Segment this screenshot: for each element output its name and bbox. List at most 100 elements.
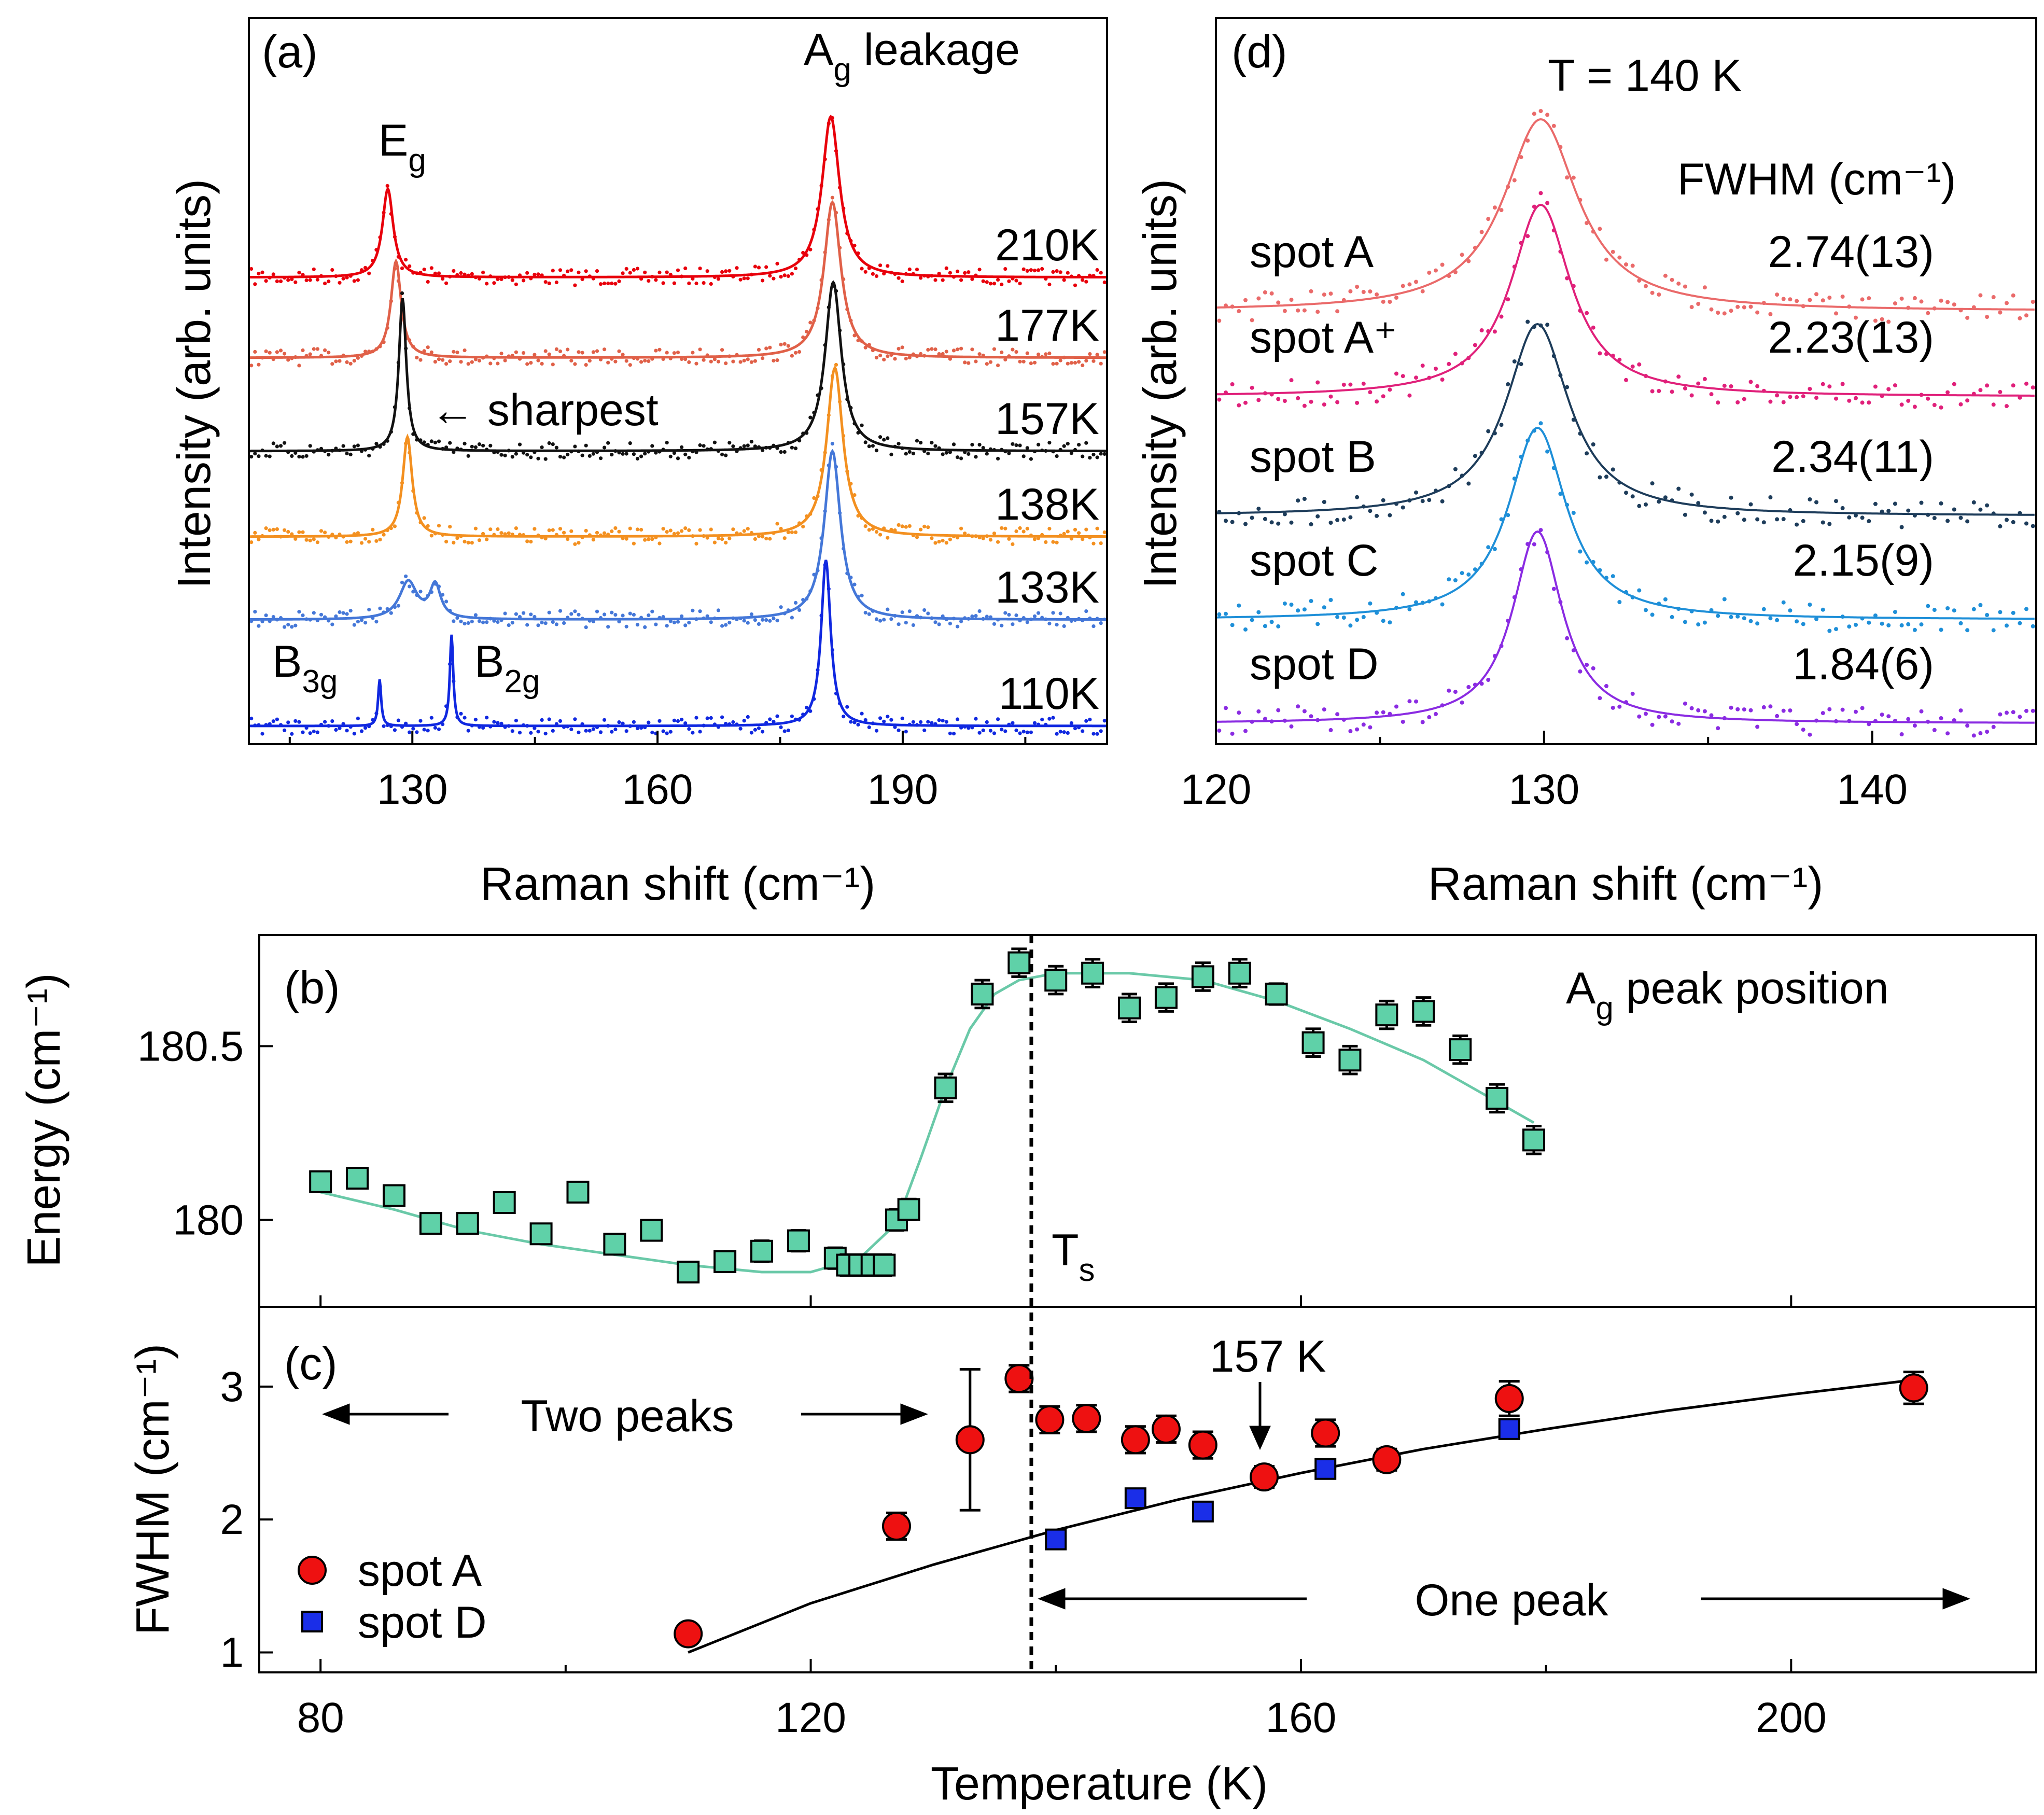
spot-spectrum-2: spot B 2.34(11) (1215, 319, 2035, 529)
spectrum-point (533, 353, 537, 357)
spectrum-point (665, 270, 669, 274)
spot-point (1558, 492, 1563, 496)
spot-point (1755, 517, 1760, 522)
spectrum-point (705, 716, 709, 720)
spectrum-point (1032, 721, 1037, 725)
spectrum-point (712, 357, 717, 361)
spot-point (1886, 509, 1891, 513)
spot-point (1932, 403, 1937, 407)
spectrum-point (628, 441, 632, 445)
spectrum-point (271, 527, 275, 532)
spot-label: spot D (1250, 639, 1379, 689)
arrow-157k-head (1249, 1426, 1271, 1450)
spectrum-point (1003, 526, 1007, 530)
spot-point (1460, 571, 1464, 576)
spectrum-point (907, 267, 912, 272)
spectrum-point (772, 617, 776, 621)
spot-point (1755, 310, 1760, 315)
spectrum-point (477, 358, 482, 363)
spot-point (1978, 603, 1983, 607)
spectrum-point (249, 540, 254, 544)
spectrum-point (551, 620, 555, 624)
spectrum-point (492, 720, 496, 724)
spectrum-point (1051, 611, 1055, 615)
spot-spectrum-4: spot D 1.84(6) (1215, 528, 2035, 738)
spectrum-point (293, 623, 298, 627)
spectrum-point (985, 452, 989, 456)
spectrum-point (948, 271, 952, 275)
spot-point (1978, 388, 1983, 393)
spectrum-point (1029, 457, 1033, 461)
spot-point (1355, 400, 1360, 405)
spectrum-point (768, 537, 772, 541)
ag-leakage-rest: leakage (851, 25, 1020, 75)
spectrum-point (746, 621, 750, 625)
fwhm-value: 2.74(13) (1768, 227, 1934, 277)
spectrum-point (716, 536, 721, 540)
spot-spectrum-0: spot A 2.74(13) (1216, 109, 2035, 324)
spectrum-point (533, 272, 537, 277)
b3g-sub: 3g (302, 664, 338, 700)
spectrum-point (470, 360, 474, 364)
spectrum-point (617, 279, 621, 284)
spectrum-point (1047, 526, 1052, 531)
spectrum-point (657, 347, 662, 352)
spectrum-point (749, 731, 753, 735)
spectrum-point (860, 267, 864, 271)
spot-point (1381, 710, 1385, 715)
spot-point (1735, 707, 1740, 711)
spectrum-point (584, 443, 588, 448)
energy-point (1154, 982, 1178, 1013)
spot-point (1991, 402, 1996, 407)
y-tick-label: 180 (173, 1196, 244, 1244)
energy-marker (1154, 986, 1178, 1009)
spot-point (1401, 592, 1405, 596)
spot-point (1591, 325, 1595, 330)
spectrum-point (249, 716, 254, 721)
spectrum-point (312, 729, 316, 734)
spectrum-point (1081, 454, 1085, 458)
spot-point (1742, 397, 1746, 401)
spot-point (1722, 514, 1727, 519)
spectrum-point (956, 455, 960, 459)
spectrum-point (543, 349, 548, 353)
spectrum-point (1062, 278, 1066, 282)
energy-marker (1265, 982, 1288, 1006)
spot-point (1827, 629, 1832, 633)
spectrum-point (742, 444, 746, 448)
spectrum-point (967, 361, 971, 365)
spectrum-point (473, 613, 478, 617)
spot-point (1578, 669, 1583, 674)
spectrum-point (712, 440, 717, 444)
spectrum-point (429, 534, 433, 538)
spot-a-marker (1004, 1364, 1034, 1393)
spectrum-point (562, 621, 566, 625)
spectrum-point (312, 267, 316, 271)
spectrum-point (886, 354, 890, 358)
x-tick-label: 160 (622, 766, 693, 813)
spot-point (1355, 618, 1360, 622)
spectrum-point (698, 609, 702, 613)
spot-point (1880, 713, 1884, 717)
spectrum-point (1081, 278, 1085, 282)
spectrum-point (624, 267, 628, 271)
spectrum-point (808, 320, 813, 325)
spectrum-point (661, 281, 665, 285)
spot-point (1551, 123, 1556, 128)
spot-point (1657, 499, 1661, 504)
b3g-label: B3g (272, 637, 338, 700)
spot-point (1315, 514, 1320, 519)
spectrum-point (698, 730, 702, 734)
spot-point (1224, 706, 1228, 710)
spot-point (1860, 400, 1865, 405)
spectrum-point (499, 277, 503, 282)
spectrum-point (724, 540, 728, 544)
spectrum-point (374, 539, 379, 543)
spot-point (1873, 501, 1878, 506)
energy-point (1338, 1044, 1362, 1076)
spectrum-point (937, 718, 941, 722)
spot-point (1611, 574, 1615, 579)
spot-point (1775, 618, 1780, 622)
spectrum-point (680, 529, 684, 533)
